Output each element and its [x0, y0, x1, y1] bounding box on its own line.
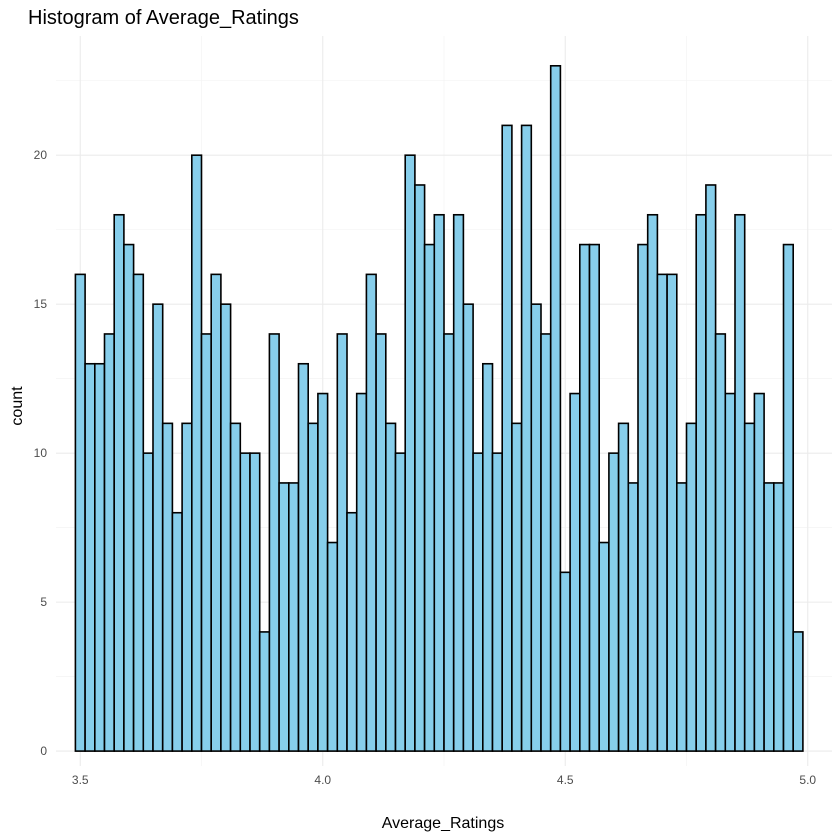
histogram-bar [414, 184, 426, 752]
histogram-bar [472, 452, 484, 752]
histogram-bar [355, 392, 368, 752]
histogram-bar [443, 333, 455, 752]
histogram-bar [239, 452, 251, 752]
histogram-bar [753, 392, 765, 752]
x-tick-label: 3.5 [72, 773, 89, 787]
histogram-bar [627, 482, 639, 752]
histogram-bar [559, 571, 571, 752]
y-axis-title: count [9, 386, 26, 426]
histogram-bar [743, 422, 756, 752]
x-tick-label: 5.0 [799, 773, 816, 787]
histogram-bar [598, 541, 610, 752]
histogram-bar [511, 422, 523, 752]
y-tick-label: 10 [34, 446, 48, 460]
histogram-bar [433, 213, 445, 752]
histogram-bar [74, 273, 86, 752]
x-tick-label: 4.0 [314, 773, 331, 787]
histogram-bar [268, 333, 280, 752]
histogram-bar [287, 482, 300, 752]
histogram-bar [452, 213, 465, 752]
histogram-bar [210, 273, 222, 752]
histogram-bar [384, 422, 397, 752]
histogram-bar [84, 362, 96, 752]
histogram-bar [792, 631, 804, 752]
histogram-bar [724, 392, 736, 752]
histogram-bar [608, 452, 620, 752]
histogram-bar [549, 64, 562, 752]
histogram-bar [278, 482, 290, 752]
histogram-bar [763, 482, 775, 752]
histogram-bar [142, 452, 154, 752]
histogram-bar [501, 124, 513, 752]
histogram-bar [123, 243, 135, 752]
histogram-bar [646, 213, 659, 752]
histogram-bar [714, 333, 727, 752]
x-tick-label: 4.5 [557, 773, 574, 787]
histogram-bar [181, 422, 193, 752]
histogram-bar [103, 333, 115, 752]
y-tick-label: 20 [34, 148, 48, 162]
y-tick-label: 5 [40, 595, 47, 609]
histogram-bar [191, 154, 203, 752]
histogram-bar [365, 273, 377, 752]
histogram-bar [307, 422, 319, 752]
histogram-bar [491, 452, 503, 752]
histogram-bar [695, 213, 707, 752]
histogram-bar [317, 392, 329, 752]
histogram-bar [200, 333, 212, 752]
histogram-bar [578, 243, 591, 752]
y-tick-label: 15 [34, 297, 48, 311]
histogram-bar [249, 452, 261, 752]
histogram-bar [462, 303, 474, 752]
histogram-bar [229, 422, 242, 752]
histogram-bar [520, 124, 533, 752]
histogram-bar [336, 333, 348, 752]
histogram-bar [530, 303, 542, 752]
histogram-bar [685, 422, 697, 752]
histogram-bar [404, 154, 416, 752]
histogram-bar [617, 422, 630, 752]
histogram-bar [540, 333, 552, 752]
histogram-bar [375, 333, 387, 752]
histogram-bar [258, 631, 271, 752]
histogram-bar [113, 213, 125, 752]
histogram-bar [666, 273, 678, 752]
histogram-bar [394, 452, 406, 752]
histogram-bar [152, 303, 164, 752]
histogram-bar [346, 511, 358, 752]
histogram-bar [675, 482, 688, 752]
histogram-bar [772, 482, 785, 752]
histogram-bar [161, 422, 174, 752]
histogram-bar [326, 541, 339, 752]
histogram-bar [171, 511, 183, 752]
histogram-bar [705, 184, 717, 752]
x-axis-ticks: 3.5 4.0 4.5 5.0 [72, 773, 817, 787]
histogram-bar [637, 243, 649, 752]
histogram-bar [782, 243, 794, 752]
y-tick-label: 0 [40, 744, 47, 758]
chart-title: Histogram of Average_Ratings [28, 7, 299, 29]
histogram-bar [481, 362, 494, 752]
histogram-bar [656, 273, 668, 752]
histogram-bar [132, 273, 145, 752]
histogram-bar [734, 213, 746, 752]
histogram-bar [569, 392, 581, 752]
histogram-bar [297, 362, 309, 752]
histogram-bar [423, 243, 436, 752]
x-axis-title: Average_Ratings [382, 815, 504, 832]
histogram-bars [74, 64, 804, 752]
y-axis-ticks: 0 5 10 15 20 [34, 148, 48, 758]
histogram-bar [220, 303, 232, 752]
histogram-bar [588, 243, 600, 752]
histogram-bar [94, 362, 106, 752]
